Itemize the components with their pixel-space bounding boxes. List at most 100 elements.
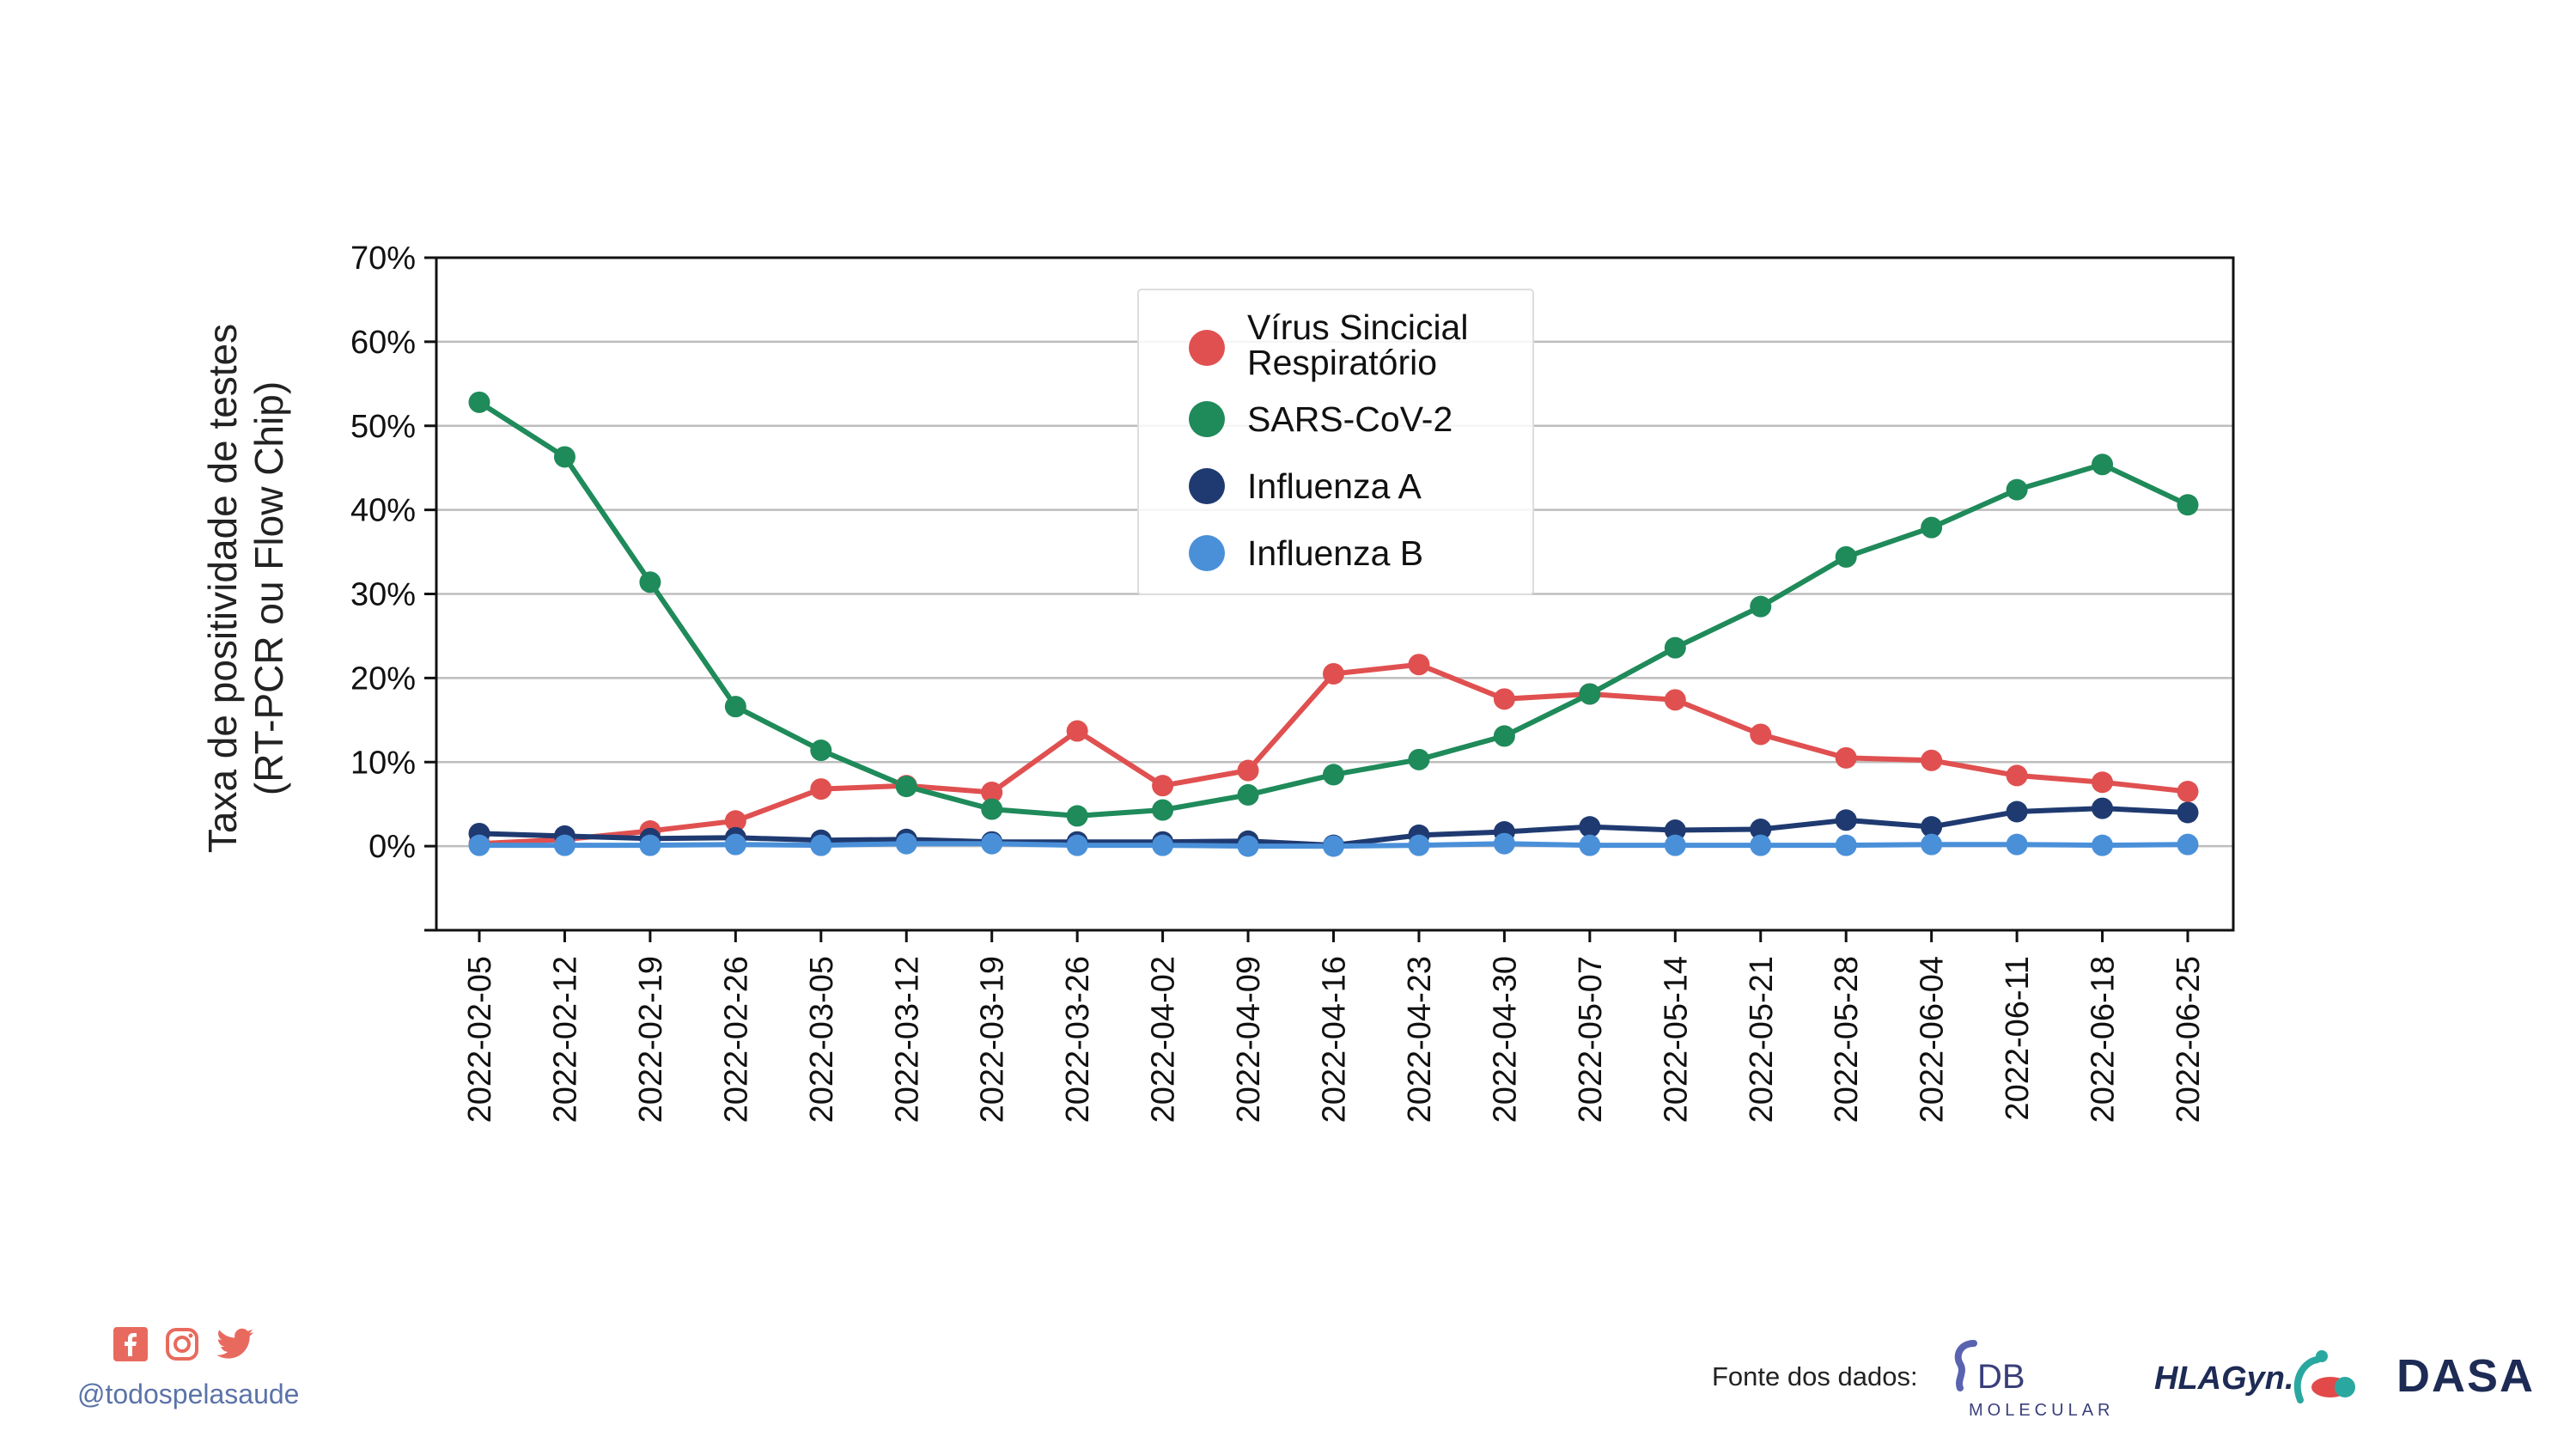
data-point-1 [1152, 799, 1174, 821]
db-logo-subtext: MOLECULAR [1969, 1401, 2114, 1420]
y-tick-label: 60% [350, 325, 416, 361]
data-point-3 [1152, 834, 1174, 856]
data-point-2 [2092, 797, 2114, 819]
dasa-logo: DASA [2396, 1350, 2534, 1400]
db-logo-text: DB [1977, 1358, 2025, 1396]
legend-label-sars: SARS-CoV-2 [1247, 399, 1452, 439]
data-point-3 [1408, 834, 1430, 856]
x-tick-label: 2022-03-05 [804, 956, 840, 1123]
data-point-1 [1237, 783, 1259, 806]
instagram-icon[interactable] [165, 1327, 199, 1361]
data-point-3 [1579, 834, 1601, 856]
data-point-3 [553, 834, 575, 856]
data-point-0 [981, 781, 1003, 803]
y-axis-label: Taxa de positividade de testes (RT-PCR o… [200, 324, 291, 853]
x-axis: 2022-02-05 2022-02-12 2022-02-19 2022-02-26… [462, 930, 2207, 1123]
data-point-2 [1750, 819, 1772, 841]
data-point-3 [468, 834, 490, 856]
data-point-3 [1323, 835, 1344, 857]
twitter-icon[interactable] [216, 1328, 254, 1361]
data-point-0 [1921, 749, 1943, 771]
data-point-3 [1237, 835, 1259, 857]
data-point-3 [2177, 833, 2199, 855]
data-point-1 [2006, 478, 2028, 501]
data-point-1 [2177, 494, 2199, 516]
series-points [468, 391, 2199, 857]
x-tick-label: 2022-02-12 [547, 956, 583, 1123]
data-point-2 [1579, 816, 1601, 838]
data-point-2 [1921, 816, 1943, 838]
data-point-0 [1664, 689, 1686, 711]
y-tick-label: 40% [350, 493, 416, 529]
data-point-1 [1921, 516, 1943, 539]
data-point-0 [810, 778, 832, 801]
data-point-0 [1323, 662, 1344, 685]
data-point-0 [1750, 723, 1772, 746]
y-tick-label: 20% [350, 661, 416, 697]
data-point-3 [981, 832, 1003, 855]
y-tick-label: 70% [350, 240, 416, 277]
data-point-1 [1066, 805, 1088, 827]
data-point-0 [1237, 759, 1259, 782]
x-tick-label: 2022-04-16 [1317, 956, 1353, 1123]
data-point-0 [2006, 764, 2028, 787]
data-point-1 [810, 740, 832, 762]
data-point-1 [2092, 454, 2114, 476]
data-point-3 [895, 832, 917, 855]
data-point-3 [2006, 833, 2028, 855]
legend-marker-sars [1189, 401, 1225, 437]
dasa-logo-text: DASA [2396, 1350, 2534, 1400]
data-point-1 [1835, 545, 1857, 568]
data-point-1 [1664, 636, 1686, 659]
data-point-1 [1493, 725, 1515, 747]
legend-label-flu-b: Influenza B [1247, 533, 1423, 573]
data-point-0 [2177, 781, 2199, 803]
data-point-0 [1066, 720, 1088, 742]
y-tick-label: 30% [350, 577, 416, 613]
legend-label-flu-a: Influenza A [1247, 466, 1422, 506]
x-tick-label: 2022-05-28 [1829, 956, 1865, 1123]
data-point-0 [1408, 654, 1430, 676]
data-point-1 [981, 798, 1003, 820]
y-tick-label: 50% [350, 409, 416, 445]
data-point-3 [1664, 834, 1686, 856]
legend-marker-flu-a [1189, 468, 1225, 504]
hlagyn-logo: HLAGyn. [2154, 1350, 2355, 1403]
data-point-2 [1835, 809, 1857, 831]
x-tick-label: 2022-06-04 [1915, 956, 1951, 1123]
legend-marker-flu-b [1189, 535, 1225, 571]
x-tick-label: 2022-03-12 [889, 956, 925, 1123]
data-point-1 [1408, 748, 1430, 770]
data-point-0 [2092, 771, 2114, 794]
data-point-1 [724, 696, 746, 718]
x-tick-label: 2022-02-19 [633, 956, 669, 1123]
y-axis-label-line2: (RT-PCR ou Flow Chip) [247, 381, 291, 795]
y-tick-label: 0% [368, 829, 416, 865]
data-point-1 [895, 776, 917, 798]
legend-label-rsv-line2: Respiratório [1247, 343, 1437, 382]
legend-marker-rsv [1189, 330, 1225, 366]
x-tick-label: 2022-05-21 [1744, 956, 1780, 1123]
y-axis-label-line1: Taxa de positividade de testes [200, 324, 245, 853]
y-tick-label: 10% [350, 745, 416, 781]
data-point-3 [1835, 834, 1857, 856]
source-label: Fonte dos dados: [1712, 1361, 1918, 1391]
x-tick-label: 2022-04-02 [1146, 956, 1182, 1123]
data-point-2 [2006, 801, 2028, 823]
legend-label-rsv-line1: Vírus Sincicial [1247, 307, 1468, 347]
data-point-3 [639, 834, 661, 856]
data-point-0 [1835, 746, 1857, 769]
data-point-3 [2092, 834, 2114, 856]
data-point-1 [1579, 683, 1601, 705]
x-tick-label: 2022-02-05 [462, 956, 498, 1123]
legend: Vírus Sincicial Respiratório SARS-CoV-2 … [1137, 289, 1534, 595]
y-axis: 0% 10% 20% 30% 40% 50% 60% 70% [350, 240, 436, 932]
x-tick-label: 2022-03-19 [975, 956, 1011, 1123]
x-tick-label: 2022-02-26 [718, 956, 754, 1123]
data-point-3 [1066, 834, 1088, 856]
db-molecular-logo: DB MOLECULAR [1954, 1340, 2114, 1420]
x-tick-label: 2022-03-26 [1060, 956, 1096, 1123]
facebook-icon[interactable] [113, 1327, 148, 1361]
data-point-3 [1750, 834, 1772, 856]
social-handle[interactable]: @todospelasaude [77, 1379, 300, 1409]
